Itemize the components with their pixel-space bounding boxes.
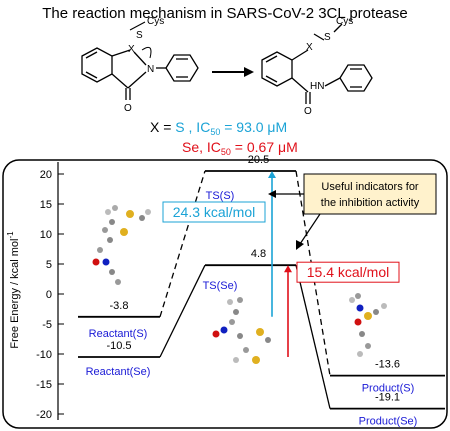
y-axis-label-sup: -1: [6, 231, 15, 239]
reactant-n-label: N: [147, 64, 154, 75]
state-labels: Reactant(S) TS(S) Product(S) Reactant(Se) TS…: [86, 190, 418, 428]
ic50-s-element: S: [175, 119, 184, 135]
level-value-s-ts: 20.5: [248, 154, 269, 166]
reactant-3d-molecule: [92, 205, 151, 285]
ic50-s-prefix: X =: [150, 119, 175, 135]
annotation-pointer-bottom: [299, 213, 321, 245]
connector-se: [295, 265, 331, 409]
barrier-label-box-0: [162, 201, 266, 223]
ic50-se-value: = 0.67 μM: [231, 139, 298, 155]
ic50-se-line: Se, IC50 = 0.67 μM: [182, 139, 298, 157]
reactant-s-label: S: [136, 30, 143, 41]
product-3d-molecule: [349, 293, 387, 357]
ic50-se-sub: 50: [221, 147, 231, 157]
ic50-se-element: Se: [182, 139, 199, 155]
state-label-s-product: Product(S): [362, 383, 415, 395]
product-structure: [261, 23, 373, 104]
y-tick-label: -10: [36, 349, 52, 361]
level-value-labels: -3.8 20.5 -13.6 -10.5 4.8 -19.1: [106, 154, 400, 404]
ic50-s-sep: , IC: [185, 119, 211, 135]
reactant-x-label: X: [128, 44, 135, 55]
y-tick-label: -15: [36, 379, 52, 391]
barrier-label-box-1: [296, 261, 400, 283]
ic50-s-value: = 93.0 μM: [220, 119, 287, 135]
annotation-box: [303, 173, 437, 215]
y-tick-label: -20: [36, 409, 52, 421]
y-axis-label: Free Energy / kcal mol-1: [6, 231, 21, 349]
annotation-pointer-top-head: [268, 190, 276, 198]
annotation-line-1: Useful indicators for: [321, 181, 419, 193]
state-label-s-ts: TS(S): [206, 190, 235, 202]
state-label-s-reactant: Reactant(S): [89, 328, 148, 340]
y-tick-label: 0: [46, 289, 52, 301]
y-tick-label: 20: [40, 169, 52, 181]
reaction-arrow: [212, 67, 254, 77]
state-label-se-ts: TS(Se): [203, 280, 238, 292]
reactant-cys-label: Cys: [147, 16, 164, 27]
product-cys-label: Cys: [336, 16, 353, 27]
product-x-label: X: [306, 42, 313, 53]
annotation-callout: Useful indicators for the inhibition act…: [268, 173, 437, 250]
level-value-se-reactant: -10.5: [106, 340, 131, 352]
state-label-se-product: Product(Se): [359, 416, 418, 428]
ic50-s-line: X = S , IC50 = 93.0 μM: [150, 119, 287, 137]
barrier-arrows: 24.3 kcal/mol 15.4 kcal/mol: [162, 171, 400, 357]
product-hn-label: HN: [310, 81, 324, 92]
level-value-s-reactant: -3.8: [110, 300, 129, 312]
connector-se: [159, 264, 206, 358]
y-axis-label-text: Free Energy / kcal mol: [9, 239, 21, 349]
level-value-se-ts: 4.8: [251, 248, 266, 260]
connector-s: [159, 170, 206, 317]
product-o-label: O: [304, 106, 312, 117]
ic50-s-sub: 50: [210, 127, 220, 137]
barrier-arrowhead-0: [268, 171, 276, 178]
barrier-arrowhead-1: [284, 265, 292, 273]
level-value-se-product: -19.1: [375, 392, 400, 404]
y-axis-ticks: 20 15 10 5 0 -5 -10 -15 -20: [36, 169, 64, 421]
level-value-s-product: -13.6: [375, 359, 400, 371]
ic50-se-sep: , IC: [199, 139, 221, 155]
annotation-line-2: the inhibition activity: [321, 197, 420, 209]
y-tick-label: 15: [40, 199, 52, 211]
barrier-label-1: 15.4 kcal/mol: [307, 264, 389, 280]
product-s-label: S: [324, 32, 331, 43]
barrier-label-0: 24.3 kcal/mol: [173, 204, 255, 220]
y-tick-label: 10: [40, 229, 52, 241]
energy-levels: [78, 170, 445, 410]
reactant-structure: [81, 21, 199, 100]
y-tick-label: -5: [42, 319, 52, 331]
energy-diagram-frame: [2, 159, 448, 429]
y-tick-label: 5: [46, 259, 52, 271]
ts-3d-molecule: [212, 297, 271, 364]
reactant-o-label: O: [124, 103, 132, 114]
annotation-pointer-bottom-head: [296, 240, 304, 250]
figure-title: The reaction mechanism in SARS-CoV-2 3CL…: [42, 5, 407, 22]
state-label-se-reactant: Reactant(Se): [86, 366, 151, 378]
